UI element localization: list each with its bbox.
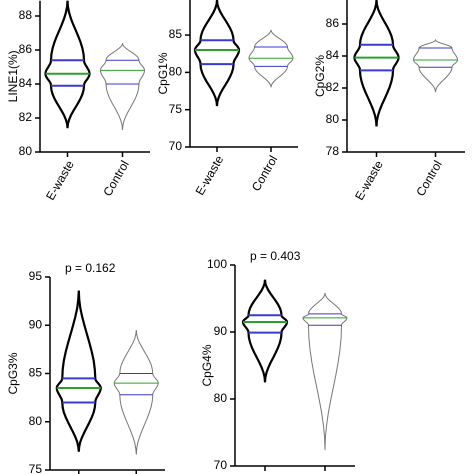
y-tick-label: 95 (29, 269, 43, 283)
y-tick-label: 88 (19, 8, 33, 22)
violin (44, 0, 91, 129)
y-tick-label: 86 (19, 42, 33, 56)
violin (353, 0, 400, 127)
violin (302, 293, 348, 450)
y-tick-label: 80 (326, 112, 340, 126)
y-tick-label: 90 (214, 324, 228, 338)
annotation: p = 0.162 (65, 261, 116, 275)
y-tick-label: 80 (29, 414, 43, 428)
y-tick-label: 84 (19, 76, 33, 90)
violin (99, 43, 146, 130)
y-axis-label: CpG2% (313, 55, 327, 97)
x-tick-label: Control (413, 158, 444, 199)
annotation: p = 0.403 (250, 249, 301, 263)
y-tick-label: 70 (214, 458, 228, 472)
y-tick-label: 78 (326, 144, 340, 158)
y-tick-label: 85 (169, 27, 183, 41)
violin (113, 330, 159, 455)
x-tick-label: E-waste (43, 158, 77, 203)
violin (193, 0, 241, 107)
x-tick-label: E-waste (352, 158, 386, 203)
y-axis-label: CpG1% (156, 52, 170, 94)
violin (241, 279, 289, 383)
y-tick-label: 82 (19, 110, 33, 124)
y-tick-label: 80 (214, 391, 228, 405)
x-tick-label: Control (100, 158, 131, 199)
y-tick-label: 75 (169, 102, 183, 116)
y-tick-label: 86 (326, 16, 340, 30)
y-tick-label: 100 (207, 257, 227, 271)
y-tick-label: 80 (169, 65, 183, 79)
y-axis-label: LINE1(%) (6, 50, 20, 102)
y-tick-label: 80 (19, 144, 33, 158)
y-tick-label: 84 (326, 48, 340, 62)
x-tick-label: Control (249, 153, 280, 194)
violin (55, 290, 102, 452)
y-tick-label: 85 (29, 366, 43, 380)
violin (412, 38, 459, 93)
violin (248, 29, 294, 88)
y-tick-label: 75 (29, 462, 43, 474)
x-tick-label: E-waste (193, 153, 227, 198)
y-tick-label: 90 (29, 317, 43, 331)
y-axis-label: CpG3% (6, 352, 20, 394)
y-tick-label: 82 (326, 80, 340, 94)
y-axis-label: CpG4% (200, 344, 214, 386)
y-tick-label: 70 (169, 139, 183, 153)
